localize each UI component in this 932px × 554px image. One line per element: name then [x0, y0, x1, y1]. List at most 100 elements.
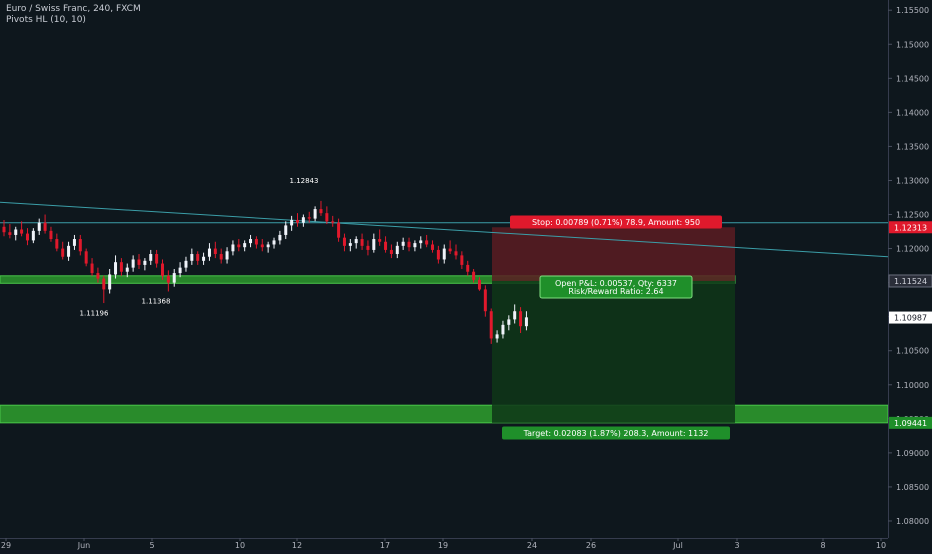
price-badge-last: 1.10987 — [889, 311, 932, 324]
candle-body — [190, 254, 194, 261]
price-tick-label: 1.09000 — [896, 449, 929, 458]
candle-body — [448, 248, 452, 252]
candle-body — [360, 239, 364, 246]
candle-body — [61, 248, 65, 257]
candle-body — [96, 273, 100, 279]
candle — [489, 308, 493, 344]
candle-body — [519, 311, 523, 327]
candle-body — [43, 222, 47, 231]
candle — [436, 245, 440, 264]
price-tick-label: 1.14000 — [896, 108, 929, 117]
price-badge-text: 1.12313 — [894, 223, 927, 232]
pivot-label: 1.11196 — [80, 309, 109, 317]
candle — [172, 269, 176, 287]
candle — [372, 233, 376, 253]
candle — [149, 249, 153, 265]
chart-legend: Euro / Swiss Franc, 240, FXCM Pivots HL … — [6, 4, 141, 26]
candle-body — [72, 239, 76, 246]
candle — [184, 256, 188, 272]
candle — [407, 237, 411, 252]
candle — [155, 249, 159, 268]
candle — [260, 239, 264, 252]
candle-body — [307, 217, 311, 219]
candle-body — [483, 289, 487, 312]
candle-body — [160, 263, 164, 276]
price-badge-bg — [889, 416, 932, 429]
candle-body — [348, 243, 352, 246]
candle-body — [489, 311, 493, 339]
stop-label-text: Stop: 0.00789 (0.71%) 78.9, Amount: 950 — [532, 218, 700, 227]
candle — [419, 236, 423, 249]
time-tick-label: 3 — [734, 541, 739, 550]
time-tick-label: 10 — [876, 541, 886, 550]
candle — [266, 241, 270, 253]
candle — [43, 214, 47, 234]
candle — [160, 259, 164, 280]
candle — [14, 226, 18, 241]
candle-body — [460, 255, 464, 265]
candle — [119, 258, 123, 276]
candle — [460, 251, 464, 269]
candle-body — [114, 262, 118, 275]
candle — [395, 241, 399, 259]
candle — [254, 236, 258, 249]
candle — [102, 275, 106, 304]
candle — [72, 234, 76, 250]
candle — [301, 214, 305, 227]
position-tool — [492, 227, 735, 423]
time-tick-label: 12 — [292, 541, 302, 550]
candle — [307, 211, 311, 223]
candle-body — [366, 245, 370, 250]
candle-body — [84, 251, 88, 264]
candle — [196, 251, 200, 265]
candle-body — [272, 240, 276, 245]
candle — [207, 243, 211, 261]
candle — [190, 248, 194, 265]
candle-body — [55, 239, 59, 249]
candle — [67, 241, 71, 261]
candle-body — [301, 217, 305, 223]
candle-body — [472, 271, 476, 280]
symbol-title: Euro / Swiss Franc, 240, FXCM — [6, 4, 141, 14]
candle-body — [278, 234, 282, 241]
candle-body — [31, 230, 35, 241]
candle-body — [231, 244, 235, 252]
rr-label-text: Risk/Reward Ratio: 2.64 — [568, 287, 663, 296]
candle-body — [207, 248, 211, 257]
indicator-label: Pivots HL (10, 10) — [6, 15, 86, 25]
candle-body — [137, 259, 141, 265]
price-tick-label: 1.12500 — [896, 211, 929, 220]
position-labels: Stop: 0.00789 (0.71%) 78.9, Amount: 950 O… — [502, 215, 730, 440]
price-tick-label: 1.08500 — [896, 483, 929, 492]
price-tick-label: 1.15500 — [896, 6, 929, 15]
candle-body — [249, 239, 253, 244]
candle-body — [384, 241, 388, 250]
candle — [278, 230, 282, 245]
candle — [413, 240, 417, 252]
time-tick-label: 29 — [1, 541, 11, 550]
price-axis: 1.15500 1.15000 1.14500 1.14000 1.13500 1.130… — [888, 0, 932, 538]
support-zone — [0, 404, 889, 424]
candle-body — [372, 239, 376, 250]
candle-body — [219, 254, 223, 260]
candle-body — [331, 221, 335, 223]
candle — [296, 213, 299, 227]
candle — [483, 285, 487, 317]
price-badge-text: 1.10987 — [894, 314, 927, 323]
candle — [137, 254, 141, 269]
candle — [319, 200, 323, 216]
candle-body — [290, 219, 294, 226]
time-tick-label: 19 — [438, 541, 448, 550]
candle-body — [8, 232, 12, 235]
target-label-bg — [502, 426, 730, 440]
time-axis: 29 Jun 5 10 12 17 19 24 26 Jul 3 8 10 — [0, 538, 888, 550]
candle — [313, 206, 317, 222]
candle — [466, 260, 470, 276]
time-tick-label: 24 — [527, 541, 537, 550]
candle-body — [401, 241, 405, 246]
candle — [213, 241, 217, 259]
candle — [513, 304, 517, 324]
candle — [166, 270, 170, 292]
